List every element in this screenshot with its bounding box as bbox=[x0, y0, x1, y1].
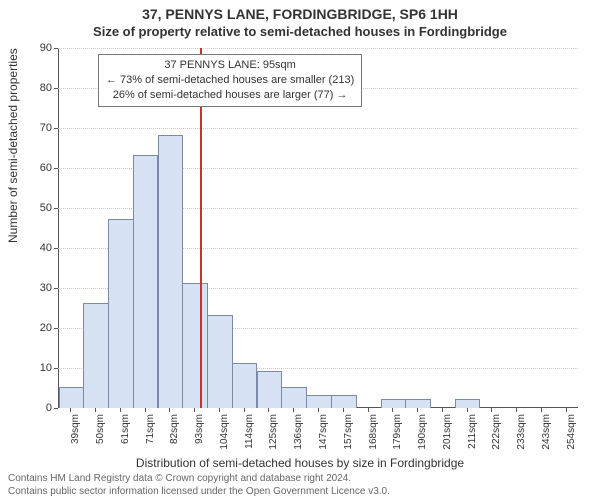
histogram-bar bbox=[158, 135, 184, 408]
x-tick-mark bbox=[491, 408, 492, 412]
x-tick-label: 114sqm bbox=[244, 414, 255, 449]
y-tick-label: 60 bbox=[40, 162, 52, 174]
x-tick-mark bbox=[120, 408, 121, 412]
y-tick-label: 20 bbox=[40, 322, 52, 334]
x-tick-mark bbox=[566, 408, 567, 412]
y-axis-label: Number of semi-detached properties bbox=[6, 48, 20, 243]
property-size-chart: 37, PENNYS LANE, FORDINGBRIDGE, SP6 1HH … bbox=[0, 0, 600, 500]
y-tick-mark bbox=[54, 368, 58, 369]
x-tick-mark bbox=[219, 408, 220, 412]
histogram-bar bbox=[306, 395, 332, 408]
y-tick-mark bbox=[54, 248, 58, 249]
histogram-bar bbox=[381, 399, 407, 408]
x-axis-label: Distribution of semi-detached houses by … bbox=[0, 456, 600, 470]
x-tick-mark bbox=[516, 408, 517, 412]
x-tick-mark bbox=[70, 408, 71, 412]
y-tick-label: 10 bbox=[40, 362, 52, 374]
x-tick-mark bbox=[244, 408, 245, 412]
x-tick-mark bbox=[293, 408, 294, 412]
reference-annotation-line: 37 PENNYS LANE: 95sqm bbox=[106, 58, 354, 73]
x-tick-label: 71sqm bbox=[145, 414, 156, 444]
footnote-line-1: Contains HM Land Registry data © Crown c… bbox=[8, 473, 592, 486]
x-tick-label: 254sqm bbox=[566, 414, 577, 450]
reference-annotation-line: 26% of semi-detached houses are larger (… bbox=[106, 88, 354, 103]
histogram-bar bbox=[133, 155, 159, 408]
footnote-line-2: Contains public sector information licen… bbox=[8, 486, 592, 499]
x-tick-label: 201sqm bbox=[442, 414, 453, 450]
x-tick-mark bbox=[169, 408, 170, 412]
y-tick-mark bbox=[54, 208, 58, 209]
y-axis-line bbox=[58, 48, 59, 408]
x-tick-label: 190sqm bbox=[417, 414, 428, 450]
x-tick-label: 93sqm bbox=[194, 414, 205, 444]
histogram-bar bbox=[182, 283, 208, 408]
x-tick-label: 50sqm bbox=[95, 414, 106, 444]
histogram-bar bbox=[83, 303, 109, 408]
histogram-bar bbox=[232, 363, 258, 408]
reference-annotation: 37 PENNYS LANE: 95sqm← 73% of semi-detac… bbox=[98, 54, 362, 107]
y-tick-label: 50 bbox=[40, 202, 52, 214]
x-tick-mark bbox=[194, 408, 195, 412]
y-tick-label: 90 bbox=[40, 42, 52, 54]
histogram-bar bbox=[257, 371, 283, 408]
chart-title-address: 37, PENNYS LANE, FORDINGBRIDGE, SP6 1HH bbox=[0, 6, 600, 22]
histogram-bar bbox=[405, 399, 431, 408]
x-tick-label: 222sqm bbox=[491, 414, 502, 450]
x-tick-label: 179sqm bbox=[392, 414, 403, 450]
x-tick-mark bbox=[442, 408, 443, 412]
histogram-bar bbox=[331, 395, 357, 408]
y-tick-label: 70 bbox=[40, 122, 52, 134]
y-tick-mark bbox=[54, 328, 58, 329]
y-tick-mark bbox=[54, 408, 58, 409]
x-tick-label: 243sqm bbox=[541, 414, 552, 450]
y-tick-label: 30 bbox=[40, 282, 52, 294]
x-tick-mark bbox=[368, 408, 369, 412]
chart-footnote: Contains HM Land Registry data © Crown c… bbox=[8, 473, 592, 498]
x-tick-mark bbox=[145, 408, 146, 412]
x-tick-label: 104sqm bbox=[219, 414, 230, 450]
x-tick-label: 136sqm bbox=[293, 414, 304, 450]
histogram-bar bbox=[207, 315, 233, 408]
x-tick-mark bbox=[417, 408, 418, 412]
y-tick-mark bbox=[54, 168, 58, 169]
chart-title-subtitle: Size of property relative to semi-detach… bbox=[0, 24, 600, 39]
grid-line bbox=[58, 48, 578, 49]
histogram-bar bbox=[281, 387, 307, 408]
histogram-bar bbox=[108, 219, 134, 408]
y-tick-mark bbox=[54, 288, 58, 289]
x-tick-label: 125sqm bbox=[268, 414, 279, 450]
x-tick-label: 147sqm bbox=[318, 414, 329, 450]
x-tick-mark bbox=[343, 408, 344, 412]
reference-annotation-line: ← 73% of semi-detached houses are smalle… bbox=[106, 73, 354, 88]
x-tick-label: 61sqm bbox=[120, 414, 131, 444]
x-tick-mark bbox=[392, 408, 393, 412]
x-tick-label: 82sqm bbox=[169, 414, 180, 444]
x-tick-mark bbox=[318, 408, 319, 412]
x-tick-label: 39sqm bbox=[70, 414, 81, 444]
x-tick-label: 157sqm bbox=[343, 414, 354, 450]
x-tick-mark bbox=[268, 408, 269, 412]
x-tick-mark bbox=[541, 408, 542, 412]
x-tick-mark bbox=[95, 408, 96, 412]
y-tick-label: 40 bbox=[40, 242, 52, 254]
y-tick-mark bbox=[54, 128, 58, 129]
y-tick-mark bbox=[54, 88, 58, 89]
y-tick-label: 80 bbox=[40, 82, 52, 94]
x-tick-mark bbox=[467, 408, 468, 412]
x-tick-label: 168sqm bbox=[368, 414, 379, 450]
y-tick-mark bbox=[54, 48, 58, 49]
x-tick-label: 233sqm bbox=[516, 414, 527, 450]
grid-line bbox=[58, 128, 578, 129]
plot-area: 010203040506070809039sqm50sqm61sqm71sqm8… bbox=[58, 48, 578, 408]
histogram-bar bbox=[59, 387, 85, 408]
x-tick-label: 211sqm bbox=[467, 414, 478, 449]
histogram-bar bbox=[455, 399, 481, 408]
y-tick-label: 0 bbox=[46, 402, 52, 414]
